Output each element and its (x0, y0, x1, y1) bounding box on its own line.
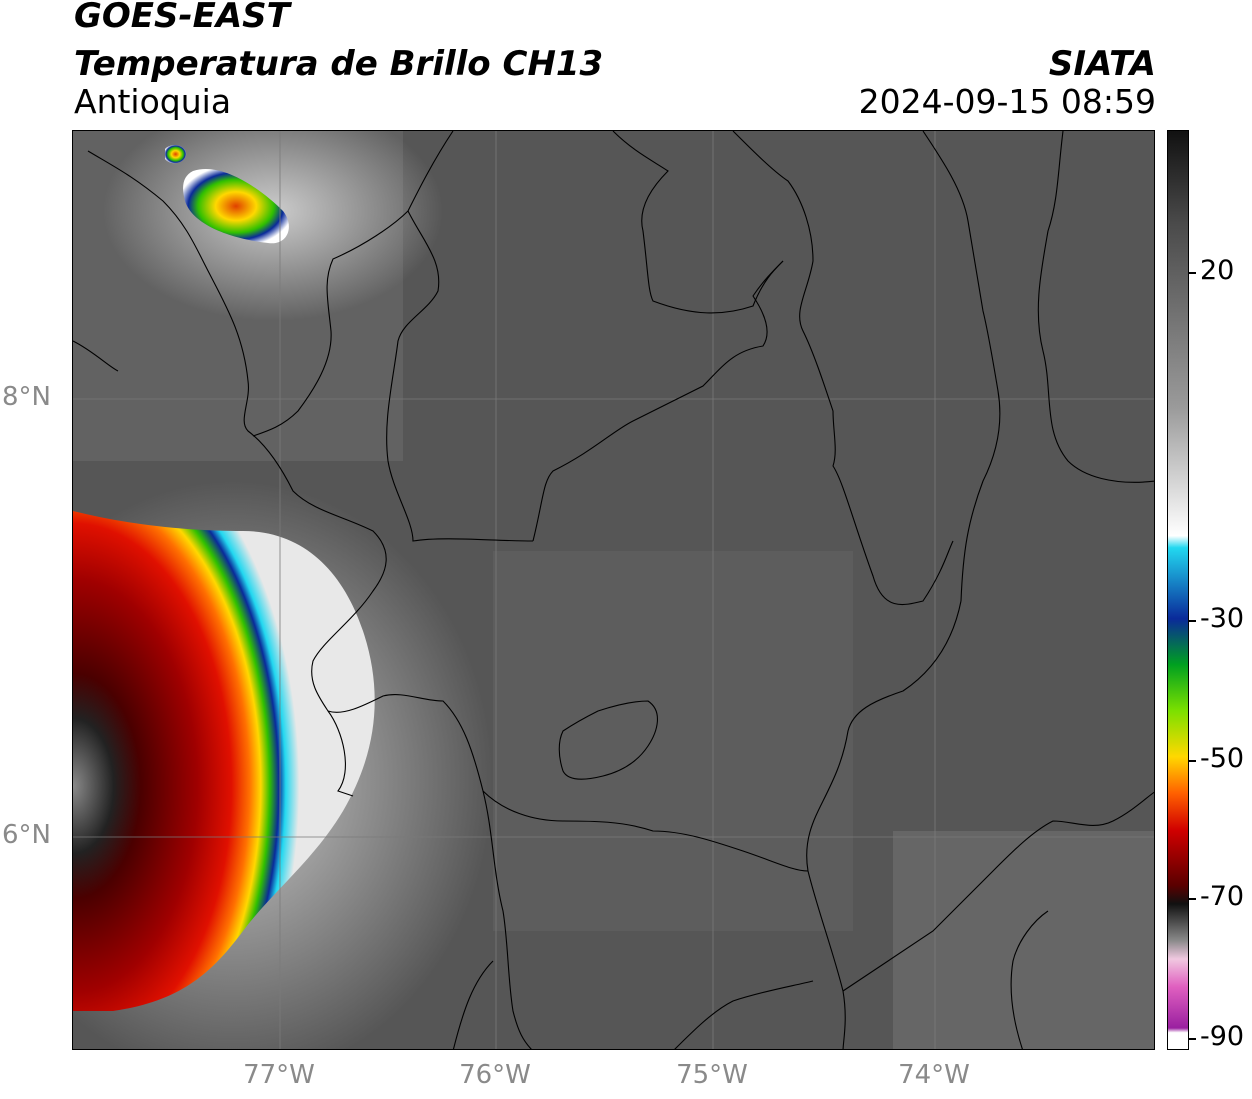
graticule (73, 131, 1154, 1049)
colorbar-tick (1188, 898, 1196, 900)
lat-label-6n: 6°N (2, 820, 51, 850)
lon-label-75w: 75°W (676, 1060, 748, 1090)
colorbar-tick (1188, 272, 1196, 274)
colorbar-tick (1188, 620, 1196, 622)
map-canvas (73, 131, 1154, 1049)
datetime-label: 2024-09-15 08:59 (858, 82, 1156, 121)
storm-cell-north (183, 169, 289, 244)
central-field (493, 551, 853, 931)
lon-label-77w: 77°W (243, 1060, 315, 1090)
colorbar-gradient (1168, 131, 1188, 1049)
product-title: Temperatura de Brillo CH13 (74, 44, 604, 84)
lon-label-76w: 76°W (459, 1060, 531, 1090)
lon-label-74w: 74°W (898, 1060, 970, 1090)
colorbar-label: -50 (1200, 743, 1245, 774)
storm-cell-main (73, 511, 375, 1011)
region-label: Antioquia (74, 82, 232, 121)
colorbar-label: -70 (1200, 881, 1245, 912)
colorbar (1167, 130, 1189, 1050)
colorbar-label: -90 (1200, 1021, 1245, 1052)
satellite-map[interactable] (72, 130, 1155, 1050)
colorbar-tick (1188, 760, 1196, 762)
satellite-title: GOES-EAST (74, 0, 290, 36)
organization-label: SIATA (1048, 44, 1156, 84)
storm-cell-north-small (165, 145, 187, 164)
colorbar-label: -30 (1200, 603, 1245, 634)
borders (73, 131, 1154, 1049)
lat-label-8n: 8°N (2, 382, 51, 412)
colorbar-tick (1188, 1038, 1196, 1040)
lower-right-field (893, 831, 1154, 1049)
colorbar-label: 20 (1200, 255, 1235, 286)
